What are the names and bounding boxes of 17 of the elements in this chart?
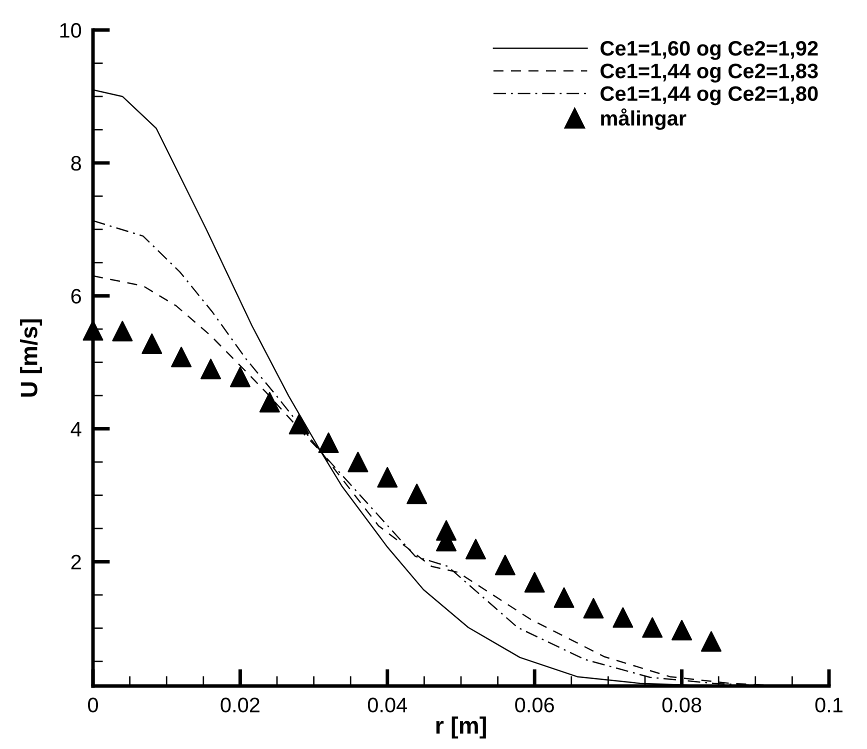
x-tick-label: 0.1 xyxy=(815,698,842,712)
y-tick-label: 10 xyxy=(60,23,82,38)
legend-label: Ce1=1,60 og Ce2=1,92 xyxy=(600,40,818,60)
x-tick-label: 0.06 xyxy=(515,698,554,712)
y-tick-label: 4 xyxy=(70,422,82,436)
x-tick-label: 0.02 xyxy=(220,698,260,712)
x-tick-label: 0.08 xyxy=(662,698,702,712)
x-tick-label: 0.04 xyxy=(368,698,408,712)
x-axis-title: r [m] xyxy=(436,716,486,739)
y-tick-label: 6 xyxy=(71,288,81,304)
legend-label: Ce1=1,44 og Ce2=1,83 xyxy=(600,64,818,83)
y-axis-title: U [m/s] xyxy=(20,319,42,397)
y-tick-label: 2 xyxy=(71,554,81,570)
legend-label: målingar xyxy=(601,108,686,130)
x-tick-label: 0 xyxy=(88,698,98,712)
y-tick-label: 8 xyxy=(71,156,81,171)
legend-label: Ce1=1,44 og Ce2=1,80 xyxy=(600,86,818,106)
